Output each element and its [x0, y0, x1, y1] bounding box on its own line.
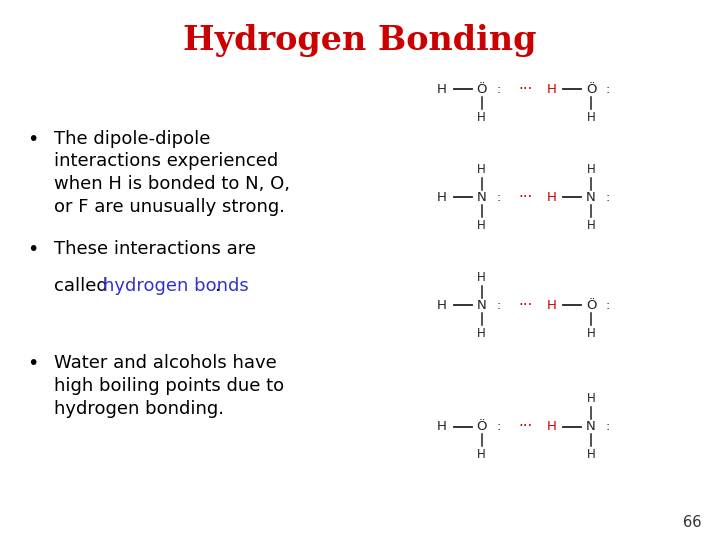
Text: ···: ··· [518, 419, 533, 434]
Text: H: H [546, 299, 557, 312]
Text: Ö: Ö [477, 420, 487, 433]
Text: Water and alcohols have
high boiling points due to
hydrogen bonding.: Water and alcohols have high boiling poi… [54, 354, 284, 417]
Text: H: H [477, 448, 486, 461]
Text: ···: ··· [518, 82, 533, 97]
Text: Ö: Ö [586, 83, 596, 96]
Text: The dipole-dipole
interactions experienced
when H is bonded to N, O,
or F are un: The dipole-dipole interactions experienc… [54, 130, 290, 217]
Text: H: H [546, 191, 557, 204]
Text: H: H [437, 420, 447, 433]
Text: hydrogen bonds: hydrogen bonds [103, 277, 248, 295]
Text: :: : [606, 191, 610, 204]
Text: H: H [477, 219, 486, 232]
Text: These interactions are: These interactions are [54, 240, 256, 258]
Text: •: • [27, 240, 39, 259]
Text: H: H [546, 420, 557, 433]
Text: H: H [587, 163, 595, 176]
Text: H: H [437, 83, 447, 96]
Text: :: : [496, 191, 500, 204]
Text: H: H [477, 271, 486, 284]
Text: H: H [477, 163, 486, 176]
Text: H: H [587, 111, 595, 124]
Text: :: : [496, 83, 500, 96]
Text: ···: ··· [518, 298, 533, 313]
Text: H: H [437, 299, 447, 312]
Text: H: H [477, 327, 486, 340]
Text: :: : [606, 83, 610, 96]
Text: :: : [496, 299, 500, 312]
Text: N: N [477, 299, 487, 312]
Text: •: • [27, 354, 39, 373]
Text: H: H [437, 191, 447, 204]
Text: 66: 66 [683, 515, 702, 530]
Text: Hydrogen Bonding: Hydrogen Bonding [184, 24, 536, 57]
Text: :: : [606, 299, 610, 312]
Text: :: : [496, 420, 500, 433]
Text: N: N [586, 420, 596, 433]
Text: N: N [586, 191, 596, 204]
Text: Ö: Ö [477, 83, 487, 96]
Text: •: • [27, 130, 39, 148]
Text: H: H [587, 392, 595, 405]
Text: ···: ··· [518, 190, 533, 205]
Text: Ö: Ö [586, 299, 596, 312]
Text: :: : [606, 420, 610, 433]
Text: N: N [477, 191, 487, 204]
Text: H: H [477, 111, 486, 124]
Text: H: H [587, 448, 595, 461]
Text: H: H [587, 219, 595, 232]
Text: .: . [215, 277, 220, 295]
Text: called: called [54, 277, 114, 295]
Text: H: H [587, 327, 595, 340]
Text: H: H [546, 83, 557, 96]
